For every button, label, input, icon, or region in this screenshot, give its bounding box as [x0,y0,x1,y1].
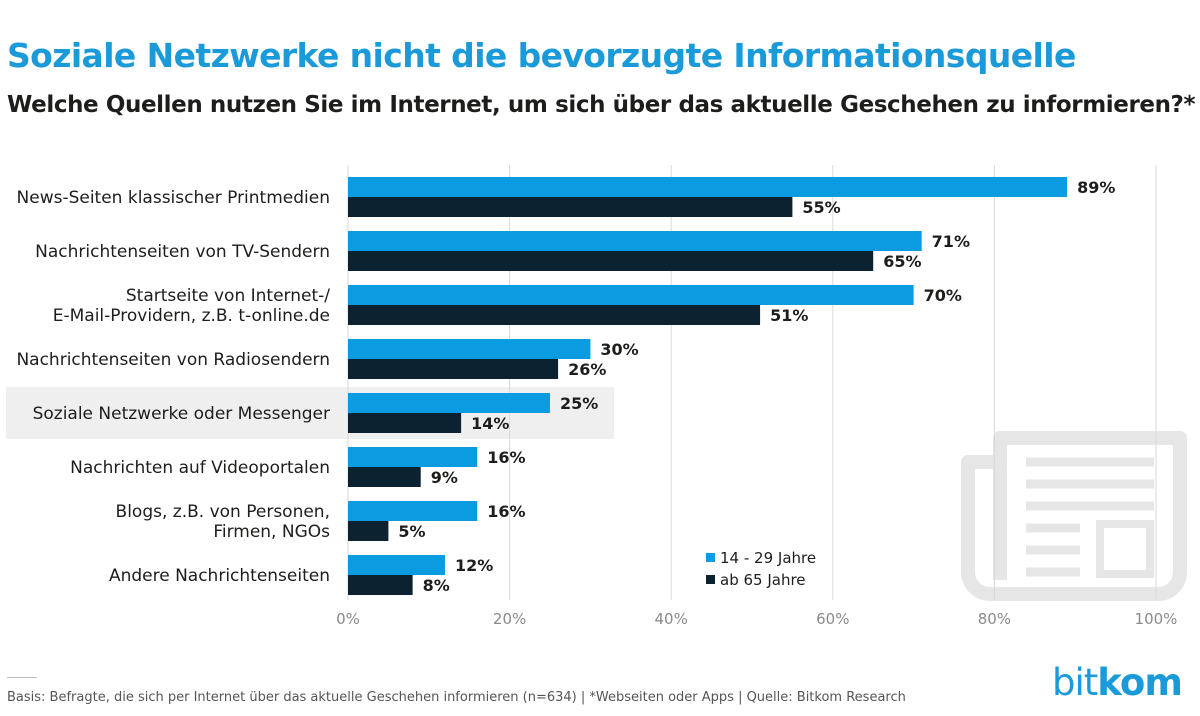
footer-note: Basis: Befragte, die sich per Internet ü… [7,690,906,705]
category-label: Startseite von Internet-/ [126,286,330,306]
bitkom-logo: bitkom [1052,661,1183,704]
data-label: 26% [568,360,606,379]
x-tick-label: 40% [655,610,688,628]
bar [348,501,478,521]
data-label: 55% [802,198,840,217]
bar [348,231,922,251]
bar [348,575,413,595]
category-label: Blogs, z.B. von Personen, [116,502,330,522]
legend-label: 14 - 29 Jahre [720,549,816,567]
data-label: 71% [932,232,970,251]
bar [348,285,914,305]
data-label: 8% [423,576,450,595]
data-label: 12% [455,556,493,575]
category-label: Nachrichten auf Videoportalen [70,458,330,478]
bar [348,197,793,217]
bar [348,251,874,271]
data-label: 16% [487,448,525,467]
category-label: Andere Nachrichtenseiten [109,566,330,586]
category-label: E-Mail-Providern, z.B. t-online.de [53,306,330,326]
x-tick-label: 100% [1135,610,1178,628]
bar [348,359,559,379]
data-label: 65% [883,252,921,271]
data-label: 16% [487,502,525,521]
chart-title: Soziale Netzwerke nicht die bevorzugte I… [7,36,1076,75]
category-label: Soziale Netzwerke oder Messenger [33,404,330,424]
data-label: 89% [1077,178,1115,197]
data-label: 25% [560,394,598,413]
x-tick-label: 0% [336,610,360,628]
logo-text-bit: bit [1052,661,1098,704]
category-label: Nachrichtenseiten von TV-Sendern [35,242,330,262]
bar [348,339,591,359]
data-label: 14% [471,414,509,433]
data-label: 9% [431,468,458,487]
data-label: 70% [924,286,962,305]
category-label: News-Seiten klassischer Printmedien [17,188,330,208]
data-label: 5% [398,522,425,541]
x-tick-label: 20% [493,610,526,628]
bar [348,305,761,325]
bar [348,521,389,541]
bar [348,393,550,413]
footer-divider [7,677,37,678]
legend-label: ab 65 Jahre [720,571,806,589]
category-label: Nachrichtenseiten von Radiosendern [16,350,330,370]
bar [348,467,421,487]
data-label: 51% [770,306,808,325]
bar [348,447,478,467]
legend-swatch [706,553,715,562]
data-label: 30% [600,340,638,359]
category-label: Firmen, NGOs [213,522,330,542]
x-tick-label: 60% [816,610,849,628]
legend-swatch [706,575,715,584]
chart-subtitle: Welche Quellen nutzen Sie im Internet, u… [7,92,1196,118]
logo-text-kom: kom [1097,661,1183,704]
bar [348,177,1068,197]
newspaper-icon [961,431,1187,601]
bar [348,413,462,433]
bar [348,555,445,575]
x-tick-label: 80% [978,610,1011,628]
